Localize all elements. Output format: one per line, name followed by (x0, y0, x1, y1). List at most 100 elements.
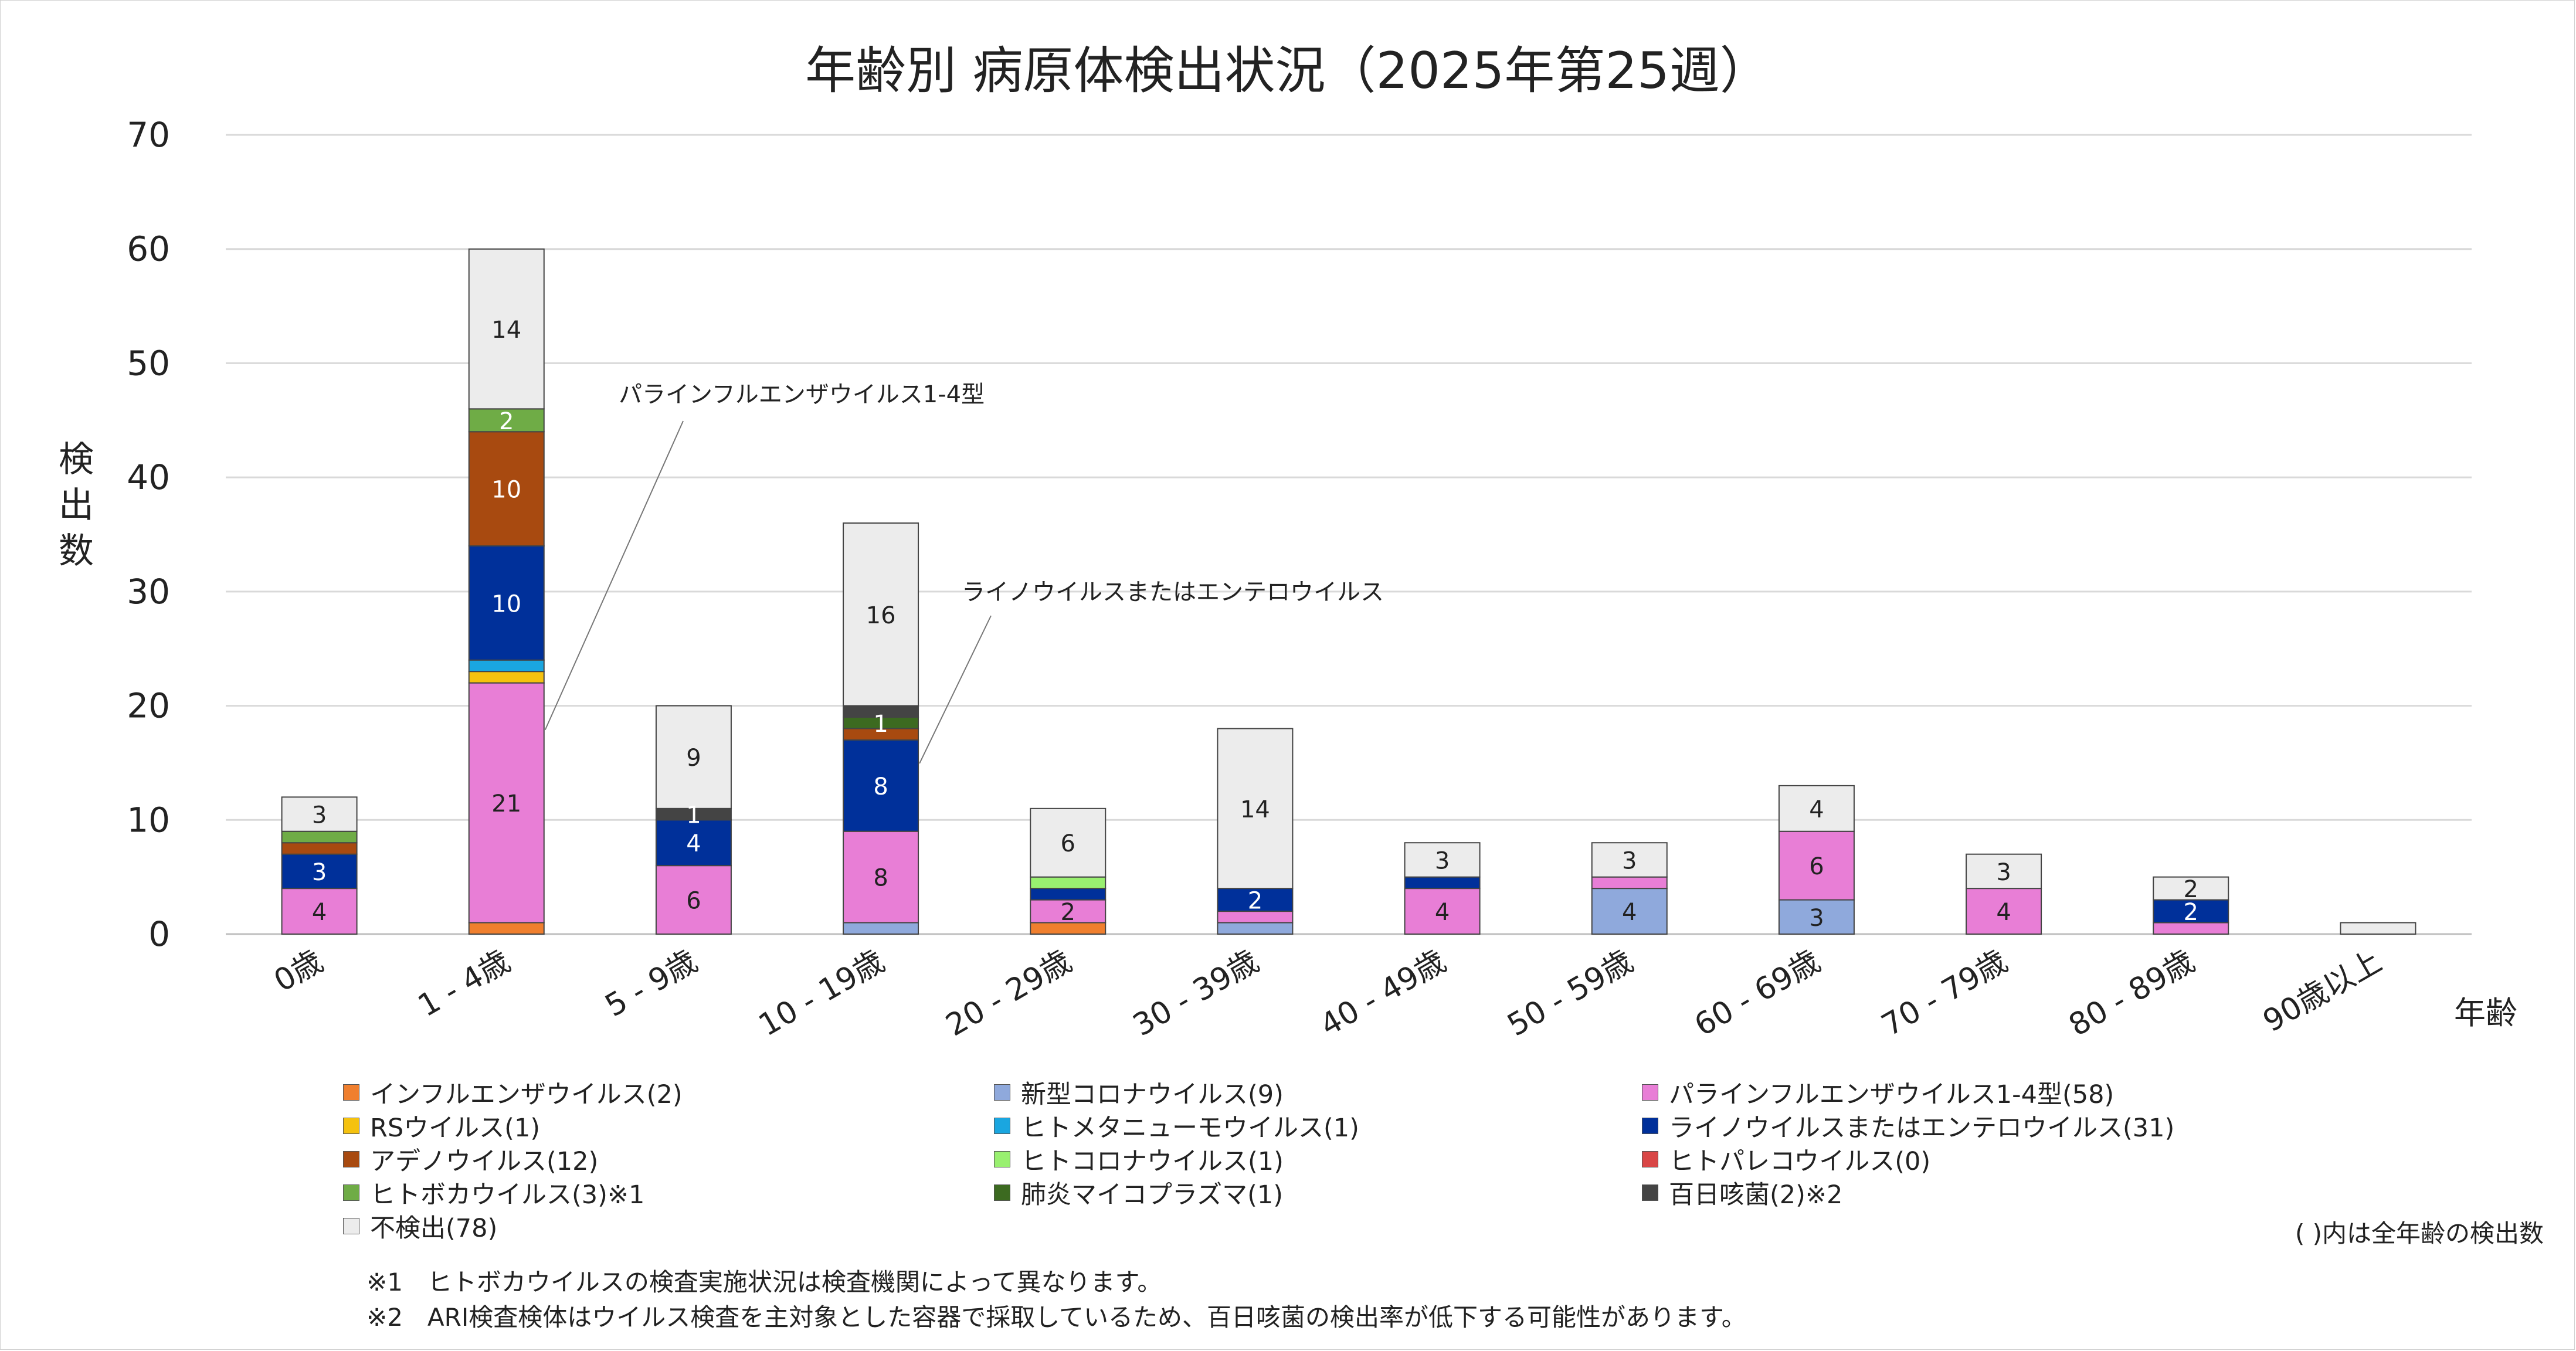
legend-item: ヒトメタニューモウイルス(1) (994, 1108, 1359, 1143)
y-axis-title-char: 出 (59, 485, 94, 526)
legend-label: ヒトコロナウイルス(1) (1021, 1147, 1284, 1176)
x-tick-label: 40 - 49歳 (1315, 943, 1452, 1043)
legend-label: ライノウイルスまたはエンテロウイルス(31) (1669, 1114, 2175, 1143)
bar-segment (655, 705, 732, 809)
bar-segment (1966, 853, 2042, 890)
legend-item: ヒトコロナウイルス(1) (994, 1142, 1284, 1177)
data-label: 2 (499, 408, 514, 435)
data-label: 8 (873, 773, 888, 800)
data-label: 9 (686, 745, 701, 772)
data-label: 3 (1435, 847, 1450, 874)
x-tick-label: 90歳以上 (2258, 943, 2388, 1039)
legend-swatch (343, 1084, 359, 1101)
legend-label: 百日咳菌(2)※2 (1669, 1180, 1843, 1210)
x-tick-label: 20 - 29歳 (940, 943, 1078, 1043)
legend-swatch (994, 1084, 1010, 1101)
bar-segment (468, 408, 545, 433)
legend-label: ヒトパレコウイルス(0) (1669, 1147, 1931, 1176)
bar-segment (468, 671, 545, 684)
bar-segment (1778, 785, 1855, 832)
bars (281, 248, 2417, 935)
data-label: 4 (1809, 796, 1824, 823)
legend-swatch (994, 1184, 1010, 1201)
legend-label: アデノウイルス(12) (370, 1147, 599, 1176)
bar-segment (281, 842, 358, 855)
bar-segment (468, 659, 545, 673)
bar-segment (1217, 728, 1294, 890)
bar-segment (1591, 876, 1668, 890)
y-tick-label: 0 (148, 914, 170, 954)
y-axis-title: 検出数 (56, 437, 97, 574)
y-tick-label: 20 (127, 686, 170, 726)
data-label: 2 (1061, 899, 1075, 926)
bar-segment (281, 888, 358, 935)
legend-item: アデノウイルス(12) (343, 1142, 598, 1177)
data-label: 3 (312, 859, 327, 886)
x-tick-label: 30 - 39歳 (1127, 943, 1265, 1043)
bar-segment (1591, 842, 1668, 878)
data-label: 4 (1622, 899, 1637, 926)
data-label: 6 (1809, 853, 1824, 880)
legend-label: パラインフルエンザウイルス1-4型(58) (1669, 1080, 2115, 1109)
gridlines (226, 134, 2472, 935)
data-label: 21 (491, 790, 521, 817)
data-label: 10 (491, 477, 521, 504)
annotation-label: ライノウイルスまたはエンテロウイルス (962, 579, 1384, 606)
bar-segment (281, 830, 358, 844)
legend-swatch (1642, 1118, 1658, 1134)
bar-segment (1404, 842, 1481, 878)
data-label: 3 (312, 802, 327, 829)
legend-label: RSウイルス(1) (370, 1114, 541, 1143)
bar-segment (1591, 888, 1668, 935)
annotation-leader (544, 420, 684, 731)
x-tick-label: 60 - 69歳 (1689, 943, 1827, 1043)
legend-item: ヒトボカウイルス(3)※1 (343, 1175, 644, 1210)
y-axis-title-char: 数 (59, 531, 94, 572)
annotation-leader (919, 615, 992, 764)
bar-segment (1030, 876, 1107, 890)
data-label: 6 (1061, 830, 1075, 857)
bar-segment (468, 682, 545, 924)
y-tick-label: 10 (127, 800, 170, 840)
legend-swatch (343, 1151, 359, 1167)
bar-segment (843, 739, 919, 832)
y-tick-label: 50 (127, 343, 170, 383)
data-label: 3 (1996, 859, 2011, 886)
legend-item: 新型コロナウイルス(9) (994, 1075, 1284, 1110)
chart-title: 年齢別 病原体検出状況（2025年第25週） (805, 42, 1770, 100)
legend-item: RSウイルス(1) (343, 1108, 540, 1143)
legend-label: 新型コロナウイルス(9) (1021, 1080, 1284, 1109)
bar-segment (2153, 899, 2229, 924)
bar-segment (1030, 888, 1107, 901)
footnote-2: ※2 ARI検査検体はウイルス検査を主対象とした容器で採取しているため、百日咳菌… (366, 1303, 1746, 1332)
data-label: 4 (1435, 899, 1450, 926)
bar-segment (281, 796, 358, 832)
x-axis-title: 年齢 (2454, 994, 2517, 1031)
data-label: 6 (686, 888, 701, 915)
data-label: 2 (2184, 899, 2198, 926)
legend-swatch (1642, 1151, 1658, 1167)
bar-segment (2340, 922, 2417, 935)
data-label: 4 (312, 899, 327, 926)
bar-segment (468, 248, 545, 410)
bar-segment (1030, 807, 1107, 878)
data-label: 8 (873, 865, 888, 892)
bar-segment (468, 922, 545, 935)
legend-label: 肺炎マイコプラズマ(1) (1021, 1180, 1284, 1210)
y-tick-label: 70 (127, 115, 170, 155)
legend-label: インフルエンザウイルス(2) (370, 1080, 683, 1109)
legend-swatch (343, 1184, 359, 1201)
y-axis-ticks: 0 10 20 30 40 50 60 70 (127, 115, 170, 954)
y-tick-label: 60 (127, 229, 170, 269)
bar-segment (2153, 876, 2229, 901)
x-tick-label: 0歳 (268, 943, 329, 999)
annotation-label: パラインフルエンザウイルス1-4型 (619, 381, 985, 408)
x-axis-ticks: 0歳 1 - 4歳 5 - 9歳 10 - 19歳 20 - 29歳 30 - 39歳 40… (268, 943, 2388, 1043)
legend-item: ヒトパレコウイルス(0) (1642, 1142, 1930, 1177)
legend-item: インフルエンザウイルス(2) (343, 1075, 683, 1110)
bar-segment (843, 922, 919, 935)
